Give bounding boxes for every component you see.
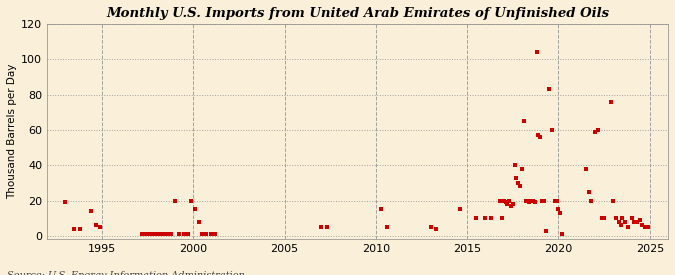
Point — [593, 128, 603, 132]
Point — [496, 216, 507, 221]
Point — [537, 198, 547, 203]
Point — [526, 198, 537, 203]
Point — [169, 198, 180, 203]
Point — [495, 198, 506, 203]
Point — [316, 225, 327, 229]
Point — [506, 204, 516, 208]
Point — [200, 232, 211, 236]
Point — [190, 207, 200, 211]
Point — [162, 232, 173, 236]
Point — [376, 207, 387, 211]
Point — [151, 232, 162, 236]
Point — [206, 232, 217, 236]
Point — [520, 198, 531, 203]
Point — [531, 50, 542, 54]
Point — [516, 167, 527, 171]
Point — [159, 232, 169, 236]
Point — [504, 198, 514, 203]
Point — [91, 223, 102, 227]
Point — [381, 225, 392, 229]
Point — [529, 200, 540, 205]
Point — [500, 200, 511, 205]
Point — [620, 219, 630, 224]
Point — [502, 202, 513, 206]
Point — [611, 216, 622, 221]
Point — [549, 198, 560, 203]
Point — [515, 184, 526, 189]
Point — [425, 225, 436, 229]
Point — [632, 219, 643, 224]
Point — [210, 232, 221, 236]
Point — [640, 225, 651, 229]
Point — [535, 135, 545, 139]
Point — [197, 232, 208, 236]
Point — [148, 232, 159, 236]
Point — [471, 216, 482, 221]
Point — [513, 181, 524, 185]
Title: Monthly U.S. Imports from United Arab Emirates of Unfinished Oils: Monthly U.S. Imports from United Arab Em… — [106, 7, 609, 20]
Point — [597, 216, 608, 221]
Point — [321, 225, 332, 229]
Point — [533, 133, 544, 138]
Point — [480, 216, 491, 221]
Point — [634, 218, 645, 222]
Point — [60, 200, 71, 205]
Point — [527, 198, 538, 203]
Point — [509, 163, 520, 167]
Point — [74, 227, 85, 231]
Point — [551, 198, 562, 203]
Point — [166, 232, 177, 236]
Point — [86, 209, 97, 213]
Point — [140, 232, 151, 236]
Point — [182, 232, 193, 236]
Point — [599, 216, 610, 221]
Point — [485, 216, 496, 221]
Point — [186, 198, 197, 203]
Point — [606, 100, 617, 104]
Point — [637, 223, 648, 227]
Text: Source: U.S. Energy Information Administration: Source: U.S. Energy Information Administ… — [7, 271, 244, 275]
Point — [615, 223, 626, 227]
Point — [522, 198, 533, 203]
Point — [539, 198, 549, 203]
Point — [617, 216, 628, 221]
Point — [173, 232, 184, 236]
Point — [95, 225, 105, 229]
Point — [555, 211, 566, 215]
Point — [629, 219, 640, 224]
Point — [586, 198, 597, 203]
Point — [508, 202, 518, 206]
Point — [544, 87, 555, 92]
Point — [580, 167, 591, 171]
Point — [144, 232, 155, 236]
Y-axis label: Thousand Barrels per Day: Thousand Barrels per Day — [7, 64, 17, 199]
Point — [511, 175, 522, 180]
Point — [626, 216, 637, 221]
Point — [193, 219, 204, 224]
Point — [643, 225, 653, 229]
Point — [454, 207, 465, 211]
Point — [608, 198, 619, 203]
Point — [179, 232, 190, 236]
Point — [614, 219, 624, 224]
Point — [583, 189, 594, 194]
Point — [553, 207, 564, 211]
Point — [557, 232, 568, 236]
Point — [589, 130, 600, 134]
Point — [155, 232, 166, 236]
Point — [524, 200, 535, 205]
Point — [540, 229, 551, 233]
Point — [518, 119, 529, 123]
Point — [498, 198, 509, 203]
Point — [431, 227, 441, 231]
Point — [622, 225, 633, 229]
Point — [136, 232, 147, 236]
Point — [547, 128, 558, 132]
Point — [69, 227, 80, 231]
